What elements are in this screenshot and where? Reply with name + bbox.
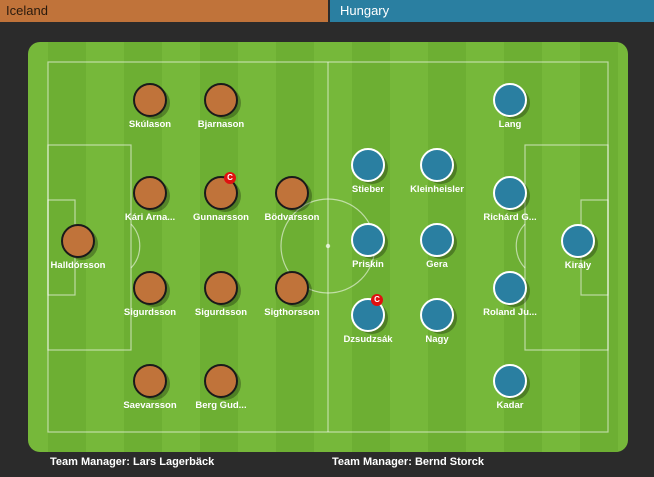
player-marker: [133, 364, 170, 400]
away-player[interactable]: C Dzsudzsák: [325, 294, 411, 345]
player-marker: [61, 224, 98, 260]
home-manager: Team Manager: Lars Lagerbäck: [50, 456, 214, 468]
home-player[interactable]: Kári Arna...: [107, 176, 193, 223]
player-name: Skúlason: [128, 119, 172, 130]
player-disc: [493, 364, 527, 398]
player-name: Kleinheisler: [410, 184, 464, 195]
away-team-name: Hungary: [340, 3, 390, 18]
away-player[interactable]: Priskin: [325, 223, 411, 270]
player-marker: [561, 224, 598, 260]
home-team-name: Iceland: [6, 3, 48, 18]
player-disc: [561, 224, 595, 258]
away-player[interactable]: Richárd G...: [467, 176, 553, 223]
player-marker: [351, 223, 388, 259]
home-player[interactable]: Sigurdsson: [178, 271, 264, 318]
player-disc: [61, 224, 95, 258]
player-name: Richárd G...: [483, 212, 537, 223]
home-player[interactable]: C Gunnarsson: [178, 172, 264, 223]
player-name: Berg Gud...: [195, 400, 247, 411]
player-name: Stieber: [351, 184, 385, 195]
home-player[interactable]: Sigthorsson: [249, 271, 335, 318]
away-manager-label: Team Manager:: [332, 456, 412, 468]
home-player[interactable]: Bödvarsson: [249, 176, 335, 223]
player-name: Halldórsson: [50, 260, 106, 271]
captain-badge: C: [371, 294, 383, 306]
player-disc: [493, 271, 527, 305]
player-name: Kiraly: [564, 260, 592, 271]
away-player[interactable]: Lang: [467, 83, 553, 130]
player-name: Kári Arna...: [124, 212, 176, 223]
player-name: Sigurdsson: [123, 307, 177, 318]
player-name: Lang: [498, 119, 522, 130]
player-disc: [493, 176, 527, 210]
away-player[interactable]: Gera: [394, 223, 480, 270]
player-name: Sigurdsson: [194, 307, 248, 318]
player-disc: [133, 271, 167, 305]
player-name: Kadar: [496, 400, 524, 411]
away-manager: Team Manager: Bernd Storck: [332, 456, 484, 468]
player-marker: [493, 176, 530, 212]
player-name: Priskin: [352, 259, 384, 270]
player-disc: [204, 83, 238, 117]
player-name: Dzsudzsák: [343, 334, 393, 345]
player-marker: [204, 364, 241, 400]
player-marker: [204, 83, 241, 119]
away-manager-name: Bernd Storck: [414, 456, 485, 468]
player-disc: [420, 298, 454, 332]
player-marker: [351, 148, 388, 184]
home-player[interactable]: Halldórsson: [35, 224, 121, 271]
player-marker: [204, 271, 241, 307]
pitch: Halldórsson Skúlason Kári Arna... Sigurdsso…: [28, 42, 628, 452]
player-name: Nagy: [425, 334, 449, 345]
player-marker: [133, 176, 170, 212]
player-disc: [133, 364, 167, 398]
player-marker: C: [204, 172, 241, 212]
player-marker: [133, 83, 170, 119]
player-disc: [351, 223, 385, 257]
player-disc: [275, 176, 309, 210]
player-disc: [493, 83, 527, 117]
captain-badge: C: [224, 172, 236, 184]
player-marker: [493, 364, 530, 400]
away-player[interactable]: Kiraly: [535, 224, 621, 271]
player-marker: [420, 148, 457, 184]
player-name: Gunnarsson: [193, 212, 249, 223]
player-disc: [133, 176, 167, 210]
away-player[interactable]: Kadar: [467, 364, 553, 411]
away-player[interactable]: Roland Ju...: [467, 271, 553, 318]
home-player[interactable]: Sigurdsson: [107, 271, 193, 318]
player-marker: [133, 271, 170, 307]
home-player[interactable]: Saevarsson: [107, 364, 193, 411]
player-disc: [275, 271, 309, 305]
home-manager-label: Team Manager:: [50, 456, 130, 468]
home-team-header: Iceland: [0, 0, 328, 22]
home-player[interactable]: Berg Gud...: [178, 364, 264, 411]
player-marker: [275, 271, 312, 307]
player-marker: [493, 83, 530, 119]
player-disc: [204, 364, 238, 398]
player-marker: [275, 176, 312, 212]
player-disc: [420, 223, 454, 257]
player-name: Bödvarsson: [264, 212, 320, 223]
player-name: Saevarsson: [123, 400, 177, 411]
player-disc: [351, 148, 385, 182]
home-player[interactable]: Skúlason: [107, 83, 193, 130]
player-name: Sigthorsson: [264, 307, 320, 318]
player-disc: [133, 83, 167, 117]
player-marker: [420, 298, 457, 334]
player-marker: [420, 223, 457, 259]
player-name: Roland Ju...: [483, 307, 537, 318]
player-name: Gera: [426, 259, 448, 270]
player-disc: [420, 148, 454, 182]
home-manager-name: Lars Lagerbäck: [132, 456, 215, 468]
away-player[interactable]: Nagy: [394, 298, 480, 345]
player-marker: C: [351, 294, 388, 334]
away-player[interactable]: Kleinheisler: [394, 148, 480, 195]
player-disc: [204, 271, 238, 305]
away-team-header: Hungary: [330, 0, 654, 22]
away-player[interactable]: Stieber: [325, 148, 411, 195]
player-marker: [493, 271, 530, 307]
home-player[interactable]: Bjarnason: [178, 83, 264, 130]
player-name: Bjarnason: [197, 119, 245, 130]
